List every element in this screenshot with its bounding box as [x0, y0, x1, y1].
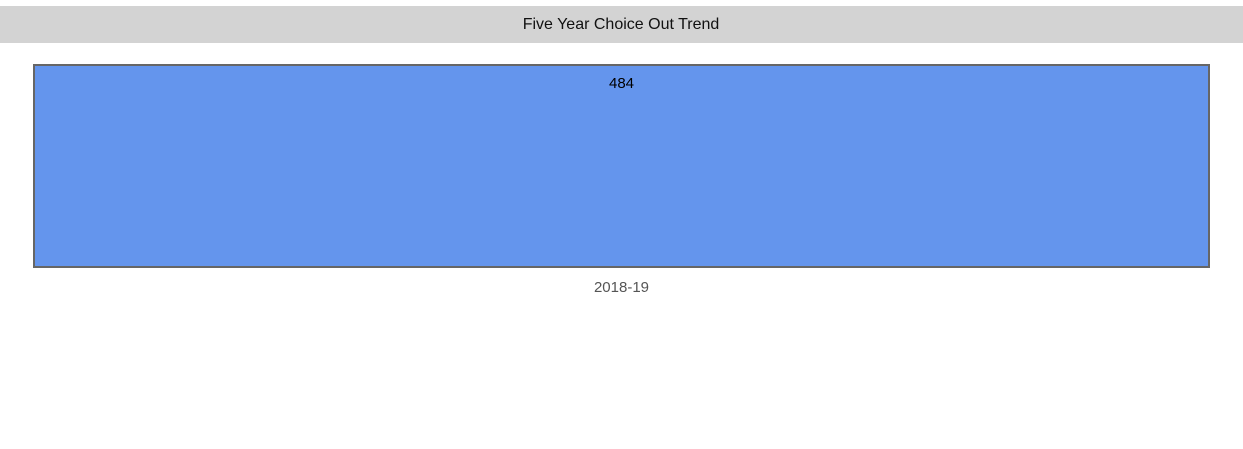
title-band: [0, 6, 1243, 43]
chart-title: Five Year Choice Out Trend: [523, 16, 720, 33]
bar: [33, 64, 1210, 268]
value-label: 484: [609, 75, 634, 92]
x-tick-label: 2018-19: [594, 279, 649, 296]
